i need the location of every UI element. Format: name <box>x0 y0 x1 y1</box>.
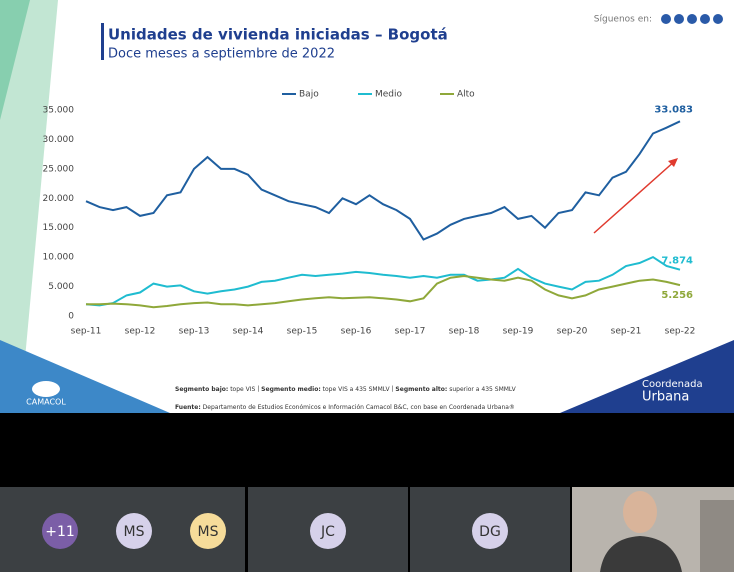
x-tick-label: sep-21 <box>611 327 642 337</box>
x-tick-label: sep-15 <box>287 327 318 337</box>
legend-label: Medio <box>375 90 403 100</box>
decoration <box>0 0 30 120</box>
avatar-initials: +11 <box>45 524 75 540</box>
subtitle: Doce meses a septiembre de 2022 <box>108 47 335 62</box>
avatars: +11 MS MS JC DG <box>42 513 508 549</box>
avatar <box>116 513 152 549</box>
avatar <box>472 513 508 549</box>
source-note: Fuente: Departamento de Estudios Económi… <box>175 404 515 411</box>
legend-label: Bajo <box>299 90 319 100</box>
x-tick-label: sep-11 <box>71 327 102 337</box>
cu-logo-line2: Urbana <box>642 390 689 405</box>
avatar-initials: MS <box>124 524 145 540</box>
x-tick-label: sep-22 <box>665 327 696 337</box>
value-label: 33.083 <box>654 104 693 115</box>
x-tick-label: sep-17 <box>395 327 426 337</box>
avatar <box>190 513 226 549</box>
x-tick-label: sep-19 <box>503 327 534 337</box>
value-label: 5.256 <box>661 290 693 301</box>
decoration <box>560 340 734 413</box>
avatar <box>42 513 78 549</box>
camacol-logo <box>32 381 60 397</box>
x-tick-label: sep-18 <box>449 327 480 337</box>
avatar-initials: DG <box>479 524 501 540</box>
series-line <box>86 274 681 309</box>
social-icons <box>661 14 723 24</box>
x-tick-label: sep-12 <box>125 327 156 337</box>
follow-text: Síguenos en: <box>594 15 652 25</box>
slide <box>0 0 734 413</box>
decoration <box>0 0 58 413</box>
x-tick-label: sep-20 <box>557 327 588 337</box>
cu-logo-line1: Coordenada <box>642 379 703 390</box>
y-tick-label: 20.000 <box>43 194 75 204</box>
series-line <box>85 255 681 307</box>
title-bar <box>101 23 104 60</box>
camacol-text: CAMACOL <box>26 398 66 407</box>
title: Unidades de vivienda iniciadas – Bogotá <box>108 26 448 44</box>
y-tick-label: 30.000 <box>43 135 75 145</box>
video-face <box>623 491 657 533</box>
avatar-initials: MS <box>198 524 219 540</box>
y-tick-label: 25.000 <box>43 164 75 174</box>
video-body <box>600 536 682 572</box>
avatar <box>310 513 346 549</box>
y-tick-label: 15.000 <box>43 223 75 233</box>
value-label: 7.874 <box>661 256 693 267</box>
x-tick-label: sep-16 <box>341 327 372 337</box>
y-tick-label: 10.000 <box>43 253 75 263</box>
y-tick-label: 35.000 <box>43 106 75 116</box>
x-tick-label: sep-14 <box>233 327 264 337</box>
series-line <box>85 120 681 241</box>
chart: 0 5.000 10.000 15.000 20.000 25.000 30.000 35.0… <box>43 90 696 337</box>
legend-label: Alto <box>457 90 475 100</box>
avatar-initials: JC <box>320 524 335 540</box>
x-tick-label: sep-13 <box>179 327 210 337</box>
trend-arrow-head <box>668 158 678 167</box>
y-tick-label: 5.000 <box>48 282 74 292</box>
segments-note: Segmento bajo: tope VIS | Segmento medio… <box>175 386 517 393</box>
video-background <box>700 500 734 572</box>
y-tick-label: 0 <box>68 312 74 322</box>
trend-arrow <box>593 159 677 234</box>
